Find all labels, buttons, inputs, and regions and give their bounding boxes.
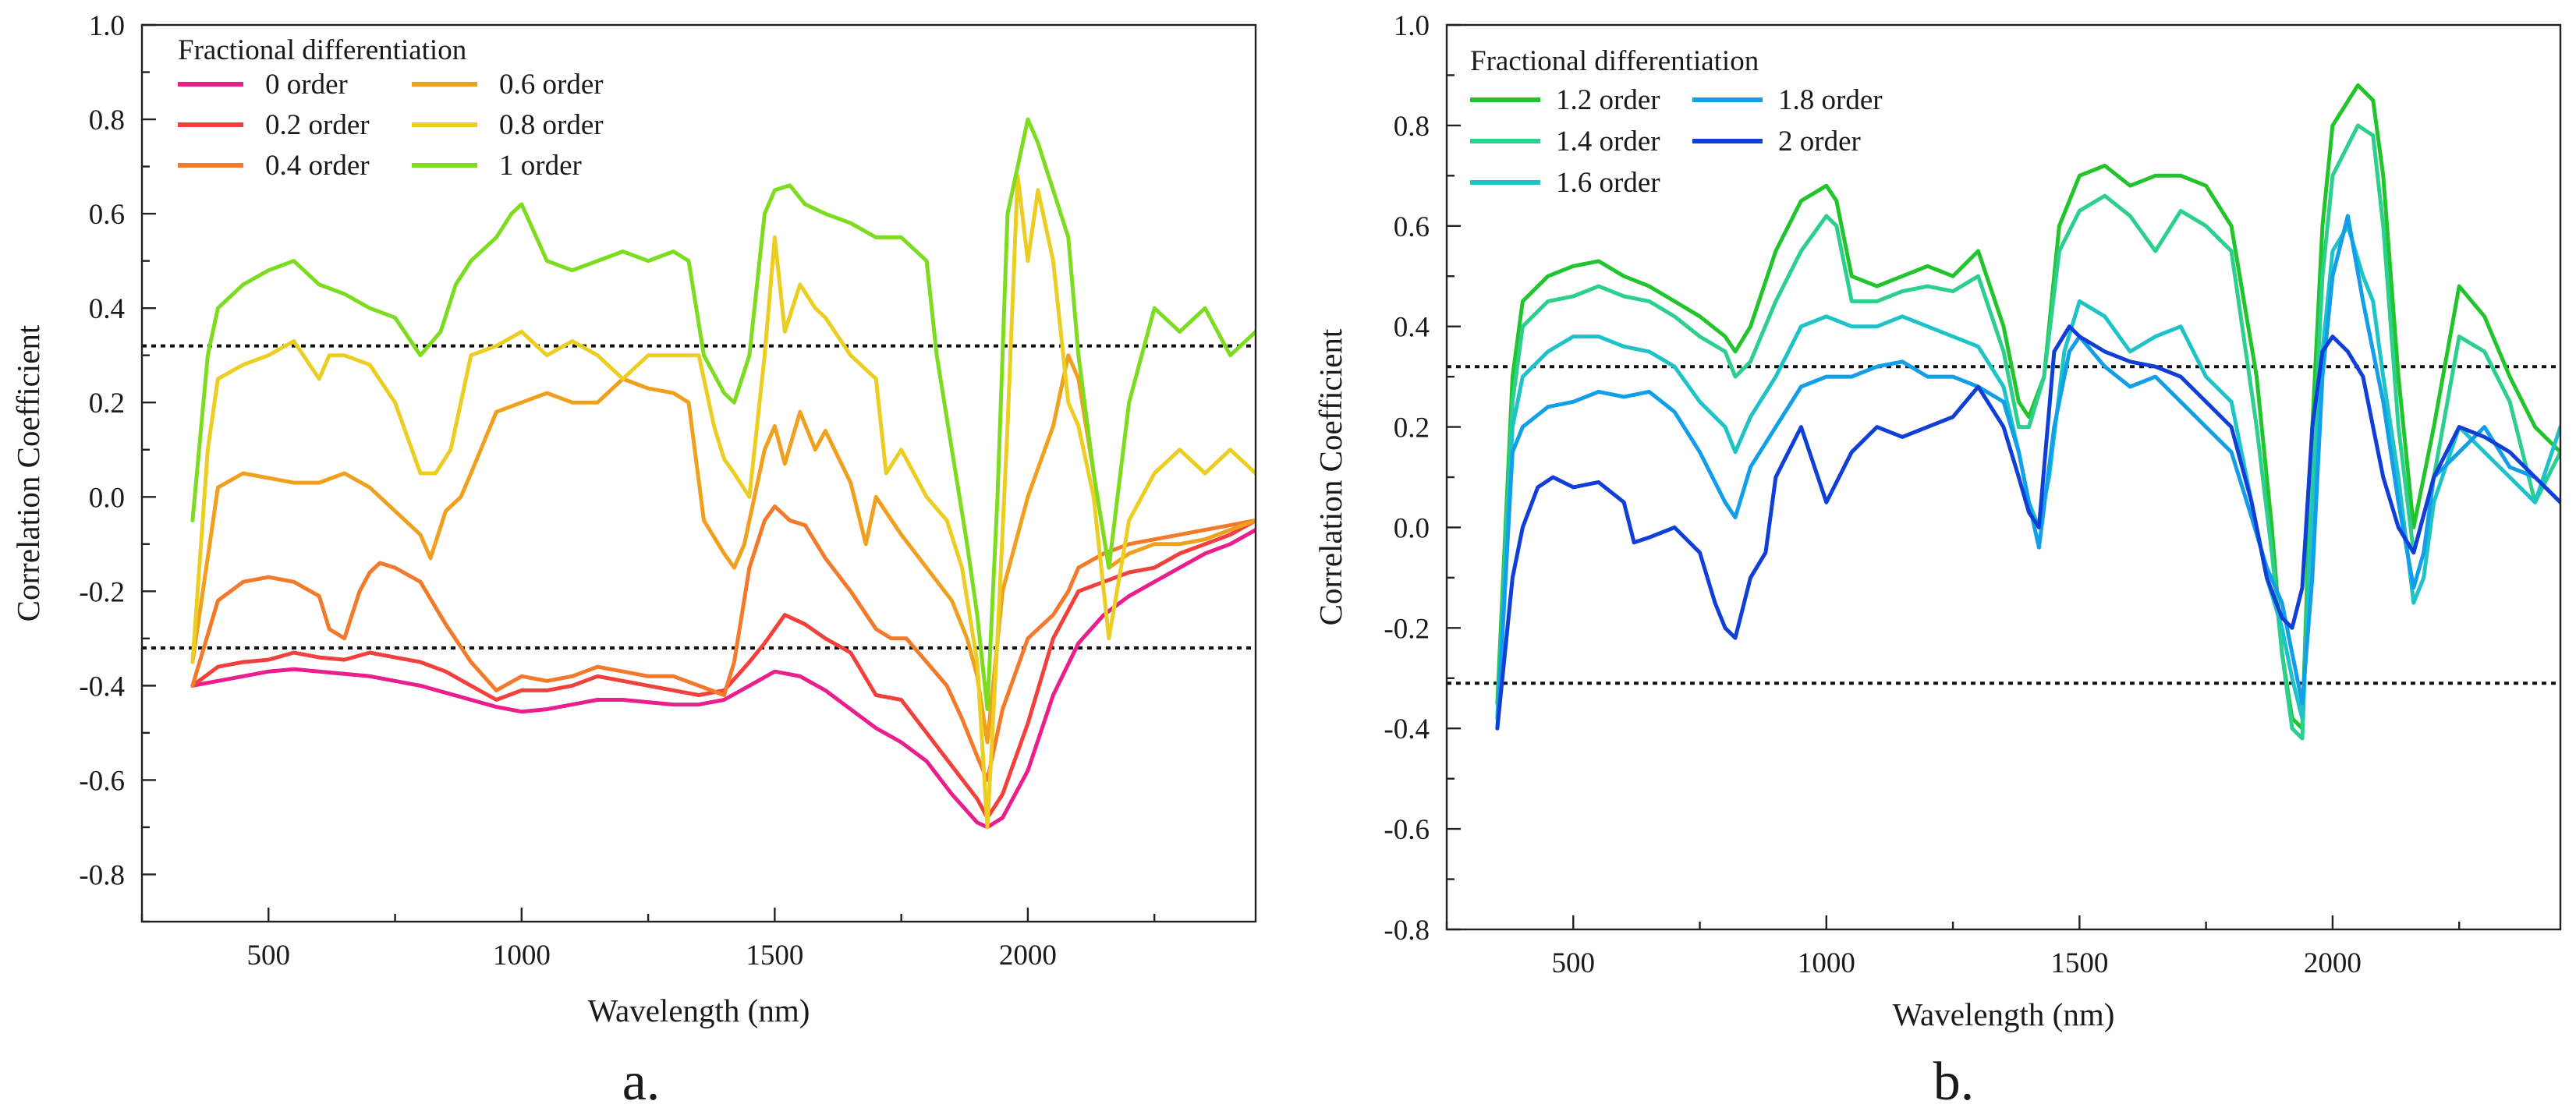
panel-b-series-lines bbox=[1495, 83, 2560, 741]
panel-b-x-tick-label: 500 bbox=[1552, 947, 1596, 979]
panel-a-ticks: 500 1000 1500 2000 -0.8 -0.6 -0.4 -0.2 0.0 0.2 0.4… bbox=[79, 10, 1156, 972]
panel-a-legend-label-0-2-order: 0.2 order bbox=[265, 109, 370, 141]
panel-b-x-axis-title: Wavelength (nm) bbox=[1893, 996, 2115, 1032]
panel-a-x-tick-label: 500 bbox=[247, 940, 291, 972]
panel-b-legend-label-2-order: 2 order bbox=[1778, 126, 1861, 158]
panel-a-legend-title: Fractional differentiation bbox=[178, 34, 466, 66]
panel-b-y-tick-label: -0.6 bbox=[1384, 814, 1430, 846]
panel-b-y-tick-label: 0.2 bbox=[1394, 412, 1430, 444]
panel-b-series-1-4-order bbox=[1495, 123, 2560, 741]
panel-a-series-0-4-order bbox=[190, 504, 1256, 782]
panel-a: 500 1000 1500 2000 -0.8 -0.6 -0.4 -0.2 0.0 0.2 0.4… bbox=[10, 10, 1257, 1112]
panel-a-series-0-6-order bbox=[190, 353, 1256, 745]
panel-b-y-tick-label: 1.0 bbox=[1394, 10, 1430, 42]
panel-a-y-tick-label: -0.2 bbox=[79, 576, 125, 608]
panel-b-legend-label-1-6-order: 1.6 order bbox=[1556, 167, 1660, 199]
panel-b-legend-label-1-8-order: 1.8 order bbox=[1778, 84, 1883, 116]
panel-b-y-axis-title: Correlation Coefficient bbox=[1313, 328, 1348, 625]
panel-b-legend-label-1-4-order: 1.4 order bbox=[1556, 126, 1660, 158]
panel-a-y-tick-label: 0.0 bbox=[89, 482, 125, 514]
panel-b: 500 1000 1500 2000 -0.8 -0.6 -0.4 -0.2 0.0 0.2 0.4… bbox=[1313, 10, 2562, 1112]
panel-b-y-tick-label: 0.8 bbox=[1394, 111, 1430, 143]
panel-b-legend-title: Fractional differentiation bbox=[1470, 45, 1759, 77]
panel-b-series-1-8-order bbox=[1495, 214, 2560, 731]
panel-b-label: b. bbox=[1933, 1052, 1975, 1112]
panel-b-plot-frame bbox=[1445, 23, 2562, 931]
panel-a-legend-label-1-order: 1 order bbox=[499, 150, 582, 182]
panel-a-plot-frame bbox=[140, 23, 1257, 923]
panel-a-y-tick-label: -0.4 bbox=[79, 671, 125, 703]
panel-a-x-axis-title: Wavelength (nm) bbox=[588, 993, 810, 1028]
panel-a-legend-label-0-8-order: 0.8 order bbox=[499, 109, 604, 141]
panel-a-x-tick-label: 1000 bbox=[493, 940, 551, 972]
panel-a-legend-label-0-4-order: 0.4 order bbox=[265, 150, 370, 182]
panel-a-y-tick-label: 0.6 bbox=[89, 199, 125, 231]
panel-a-series-lines bbox=[190, 117, 1256, 830]
panel-b-series-1-6-order bbox=[1495, 224, 2560, 720]
panel-a-threshold-lines bbox=[142, 344, 1256, 650]
panel-a-legend: 0 order 0.2 order 0.4 order 0.6 order 0.8 or… bbox=[178, 69, 604, 182]
panel-b-y-tick-label: -0.8 bbox=[1384, 915, 1430, 947]
panel-a-label: a. bbox=[622, 1052, 661, 1112]
panel-b-threshold-lines bbox=[1447, 365, 2560, 685]
panel-b-x-tick-label: 1000 bbox=[1798, 947, 1855, 979]
panel-b-legend-label-1-2-order: 1.2 order bbox=[1556, 84, 1660, 116]
panel-a-y-tick-label: 0.8 bbox=[89, 104, 125, 136]
panel-b-x-tick-label: 2000 bbox=[2304, 947, 2362, 979]
panel-a-y-tick-label: -0.6 bbox=[79, 765, 125, 797]
panel-a-y-axis-title: Correlation Coefficient bbox=[10, 324, 46, 621]
panel-a-y-tick-label: -0.8 bbox=[79, 859, 125, 891]
panel-a-y-tick-label: 1.0 bbox=[89, 10, 125, 42]
panel-a-x-tick-label: 2000 bbox=[999, 940, 1057, 972]
panel-a-series-0-8-order bbox=[190, 174, 1256, 830]
panel-b-legend: 1.2 order 1.4 order 1.6 order 1.8 order 2 or… bbox=[1470, 84, 1883, 199]
panel-b-y-tick-label: -0.4 bbox=[1384, 713, 1430, 745]
panel-a-y-tick-label: 0.4 bbox=[89, 293, 125, 325]
panel-a-legend-label-0-6-order: 0.6 order bbox=[499, 69, 604, 101]
panel-b-x-tick-label: 1500 bbox=[2050, 947, 2108, 979]
panel-a-y-tick-label: 0.2 bbox=[89, 388, 125, 419]
panel-a-x-tick-label: 1500 bbox=[746, 940, 803, 972]
panel-b-y-tick-label: 0.6 bbox=[1394, 211, 1430, 243]
panel-a-series-1-order bbox=[190, 117, 1256, 712]
panel-b-y-tick-label: -0.2 bbox=[1384, 613, 1430, 645]
panel-a-series-0-order bbox=[190, 528, 1256, 830]
panel-a-legend-label-0-order: 0 order bbox=[265, 69, 348, 101]
panel-a-series-0-2-order bbox=[190, 519, 1256, 820]
panel-b-y-tick-label: 0.0 bbox=[1394, 512, 1430, 544]
panel-b-ticks: 500 1000 1500 2000 -0.8 -0.6 -0.4 -0.2 0.0 0.2 0.4… bbox=[1384, 10, 2461, 979]
panel-b-y-tick-label: 0.4 bbox=[1394, 312, 1430, 344]
panel-b-series-2-order bbox=[1495, 324, 2560, 731]
